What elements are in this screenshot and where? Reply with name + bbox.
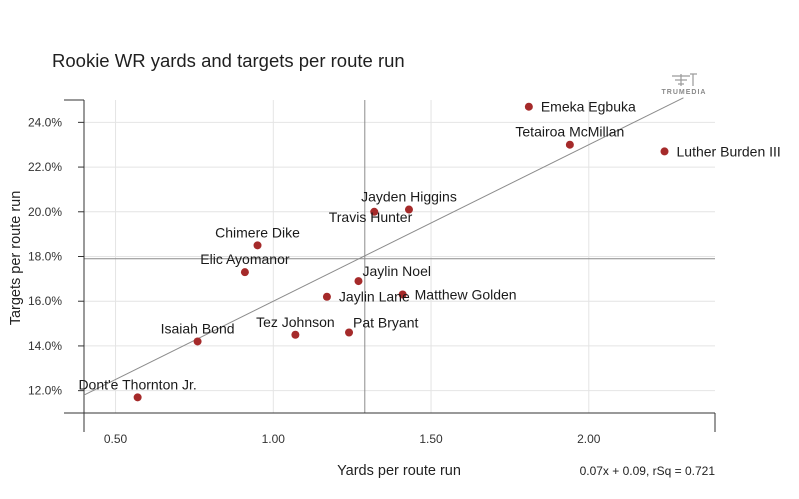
data-point bbox=[354, 277, 363, 286]
trendline bbox=[83, 97, 684, 396]
point-labels: Emeka Egbuka Tetairoa McMillan Luther Burd… bbox=[78, 99, 780, 393]
data-point bbox=[240, 268, 249, 277]
regression-line bbox=[83, 97, 684, 396]
trumedia-logo-icon bbox=[672, 73, 697, 86]
y-tick-label: 20.0% bbox=[28, 205, 62, 219]
y-tick-label: 14.0% bbox=[28, 339, 62, 353]
data-point bbox=[524, 102, 533, 111]
chart-title: Rookie WR yards and targets per route ru… bbox=[52, 50, 405, 71]
y-tick-label: 22.0% bbox=[28, 160, 62, 174]
point-label: Pat Bryant bbox=[353, 315, 418, 331]
y-tick-label: 12.0% bbox=[28, 384, 62, 398]
regression-equation: 0.07x + 0.09, rSq = 0.721 bbox=[580, 464, 716, 478]
x-tick-label: 1.00 bbox=[262, 432, 286, 446]
grid bbox=[84, 100, 715, 413]
point-label: Travis Hunter bbox=[329, 209, 413, 225]
point-label: Luther Burden III bbox=[677, 143, 781, 159]
point-label: Emeka Egbuka bbox=[541, 99, 636, 115]
point-label: Jaylin Noel bbox=[362, 263, 430, 279]
point-label: Elic Ayomanor bbox=[200, 251, 290, 267]
x-axis-title: Yards per route run bbox=[337, 463, 461, 479]
data-point bbox=[398, 290, 407, 299]
axes: 0.50 1.00 1.50 2.00 12.0% 14.0% 16.0% 18.0% 20.0… bbox=[28, 99, 716, 446]
trumedia-logo: TRUMEDIA bbox=[662, 73, 707, 96]
point-label: Isaiah Bond bbox=[161, 320, 235, 336]
data-point bbox=[133, 393, 142, 402]
data-point bbox=[404, 205, 413, 214]
x-tick-label: 1.50 bbox=[419, 432, 443, 446]
x-tick-label: 2.00 bbox=[577, 432, 601, 446]
data-points bbox=[133, 102, 669, 402]
data-point bbox=[345, 328, 354, 337]
y-axis-title: Targets per route run bbox=[8, 191, 24, 326]
point-label: Matthew Golden bbox=[415, 287, 517, 303]
point-label: Dont'e Thornton Jr. bbox=[78, 376, 196, 392]
data-point bbox=[660, 147, 669, 156]
data-point bbox=[291, 330, 300, 339]
y-tick-label: 16.0% bbox=[28, 294, 62, 308]
data-point bbox=[370, 207, 379, 216]
reference-lines bbox=[84, 100, 715, 413]
point-label: Chimere Dike bbox=[215, 224, 300, 240]
point-label: Jaylin Lane bbox=[339, 289, 410, 305]
y-tick-label: 24.0% bbox=[28, 115, 62, 129]
data-point bbox=[253, 241, 262, 250]
point-label: Tez Johnson bbox=[256, 314, 335, 330]
point-label: Tetairoa McMillan bbox=[515, 124, 624, 140]
point-label: Jayden Higgins bbox=[361, 189, 457, 205]
data-point bbox=[565, 140, 574, 149]
trumedia-logo-text: TRUMEDIA bbox=[662, 89, 707, 96]
y-tick-label: 18.0% bbox=[28, 250, 62, 264]
x-tick-label: 0.50 bbox=[104, 432, 128, 446]
data-point bbox=[193, 337, 202, 346]
data-point bbox=[322, 292, 331, 301]
